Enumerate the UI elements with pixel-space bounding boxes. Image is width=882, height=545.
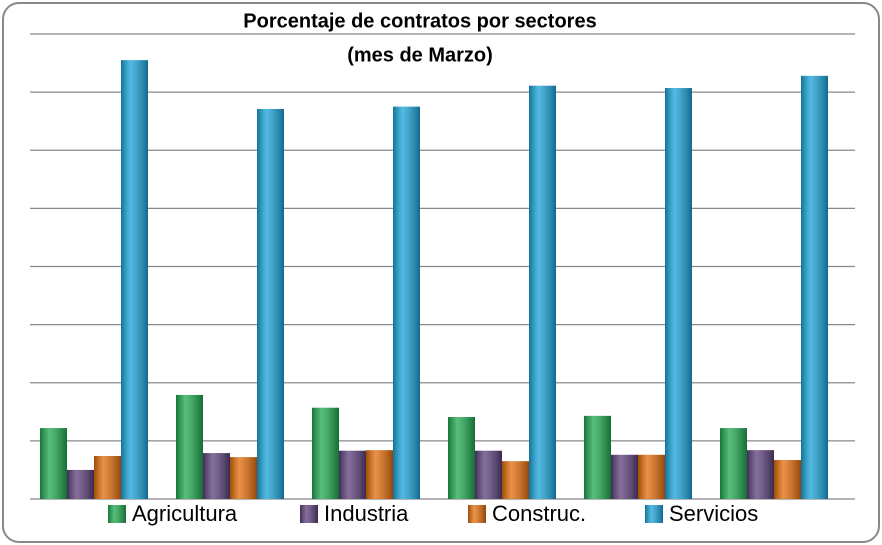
legend-label: Industria xyxy=(324,501,409,526)
chart-title: Porcentaje de contratos por sectores xyxy=(243,10,596,32)
legend-label: Agricultura xyxy=(132,501,238,526)
legend-label: Construc. xyxy=(492,501,586,526)
chart-subtitle: (mes de Marzo) xyxy=(347,44,493,66)
legend-label: Servicios xyxy=(669,501,758,526)
